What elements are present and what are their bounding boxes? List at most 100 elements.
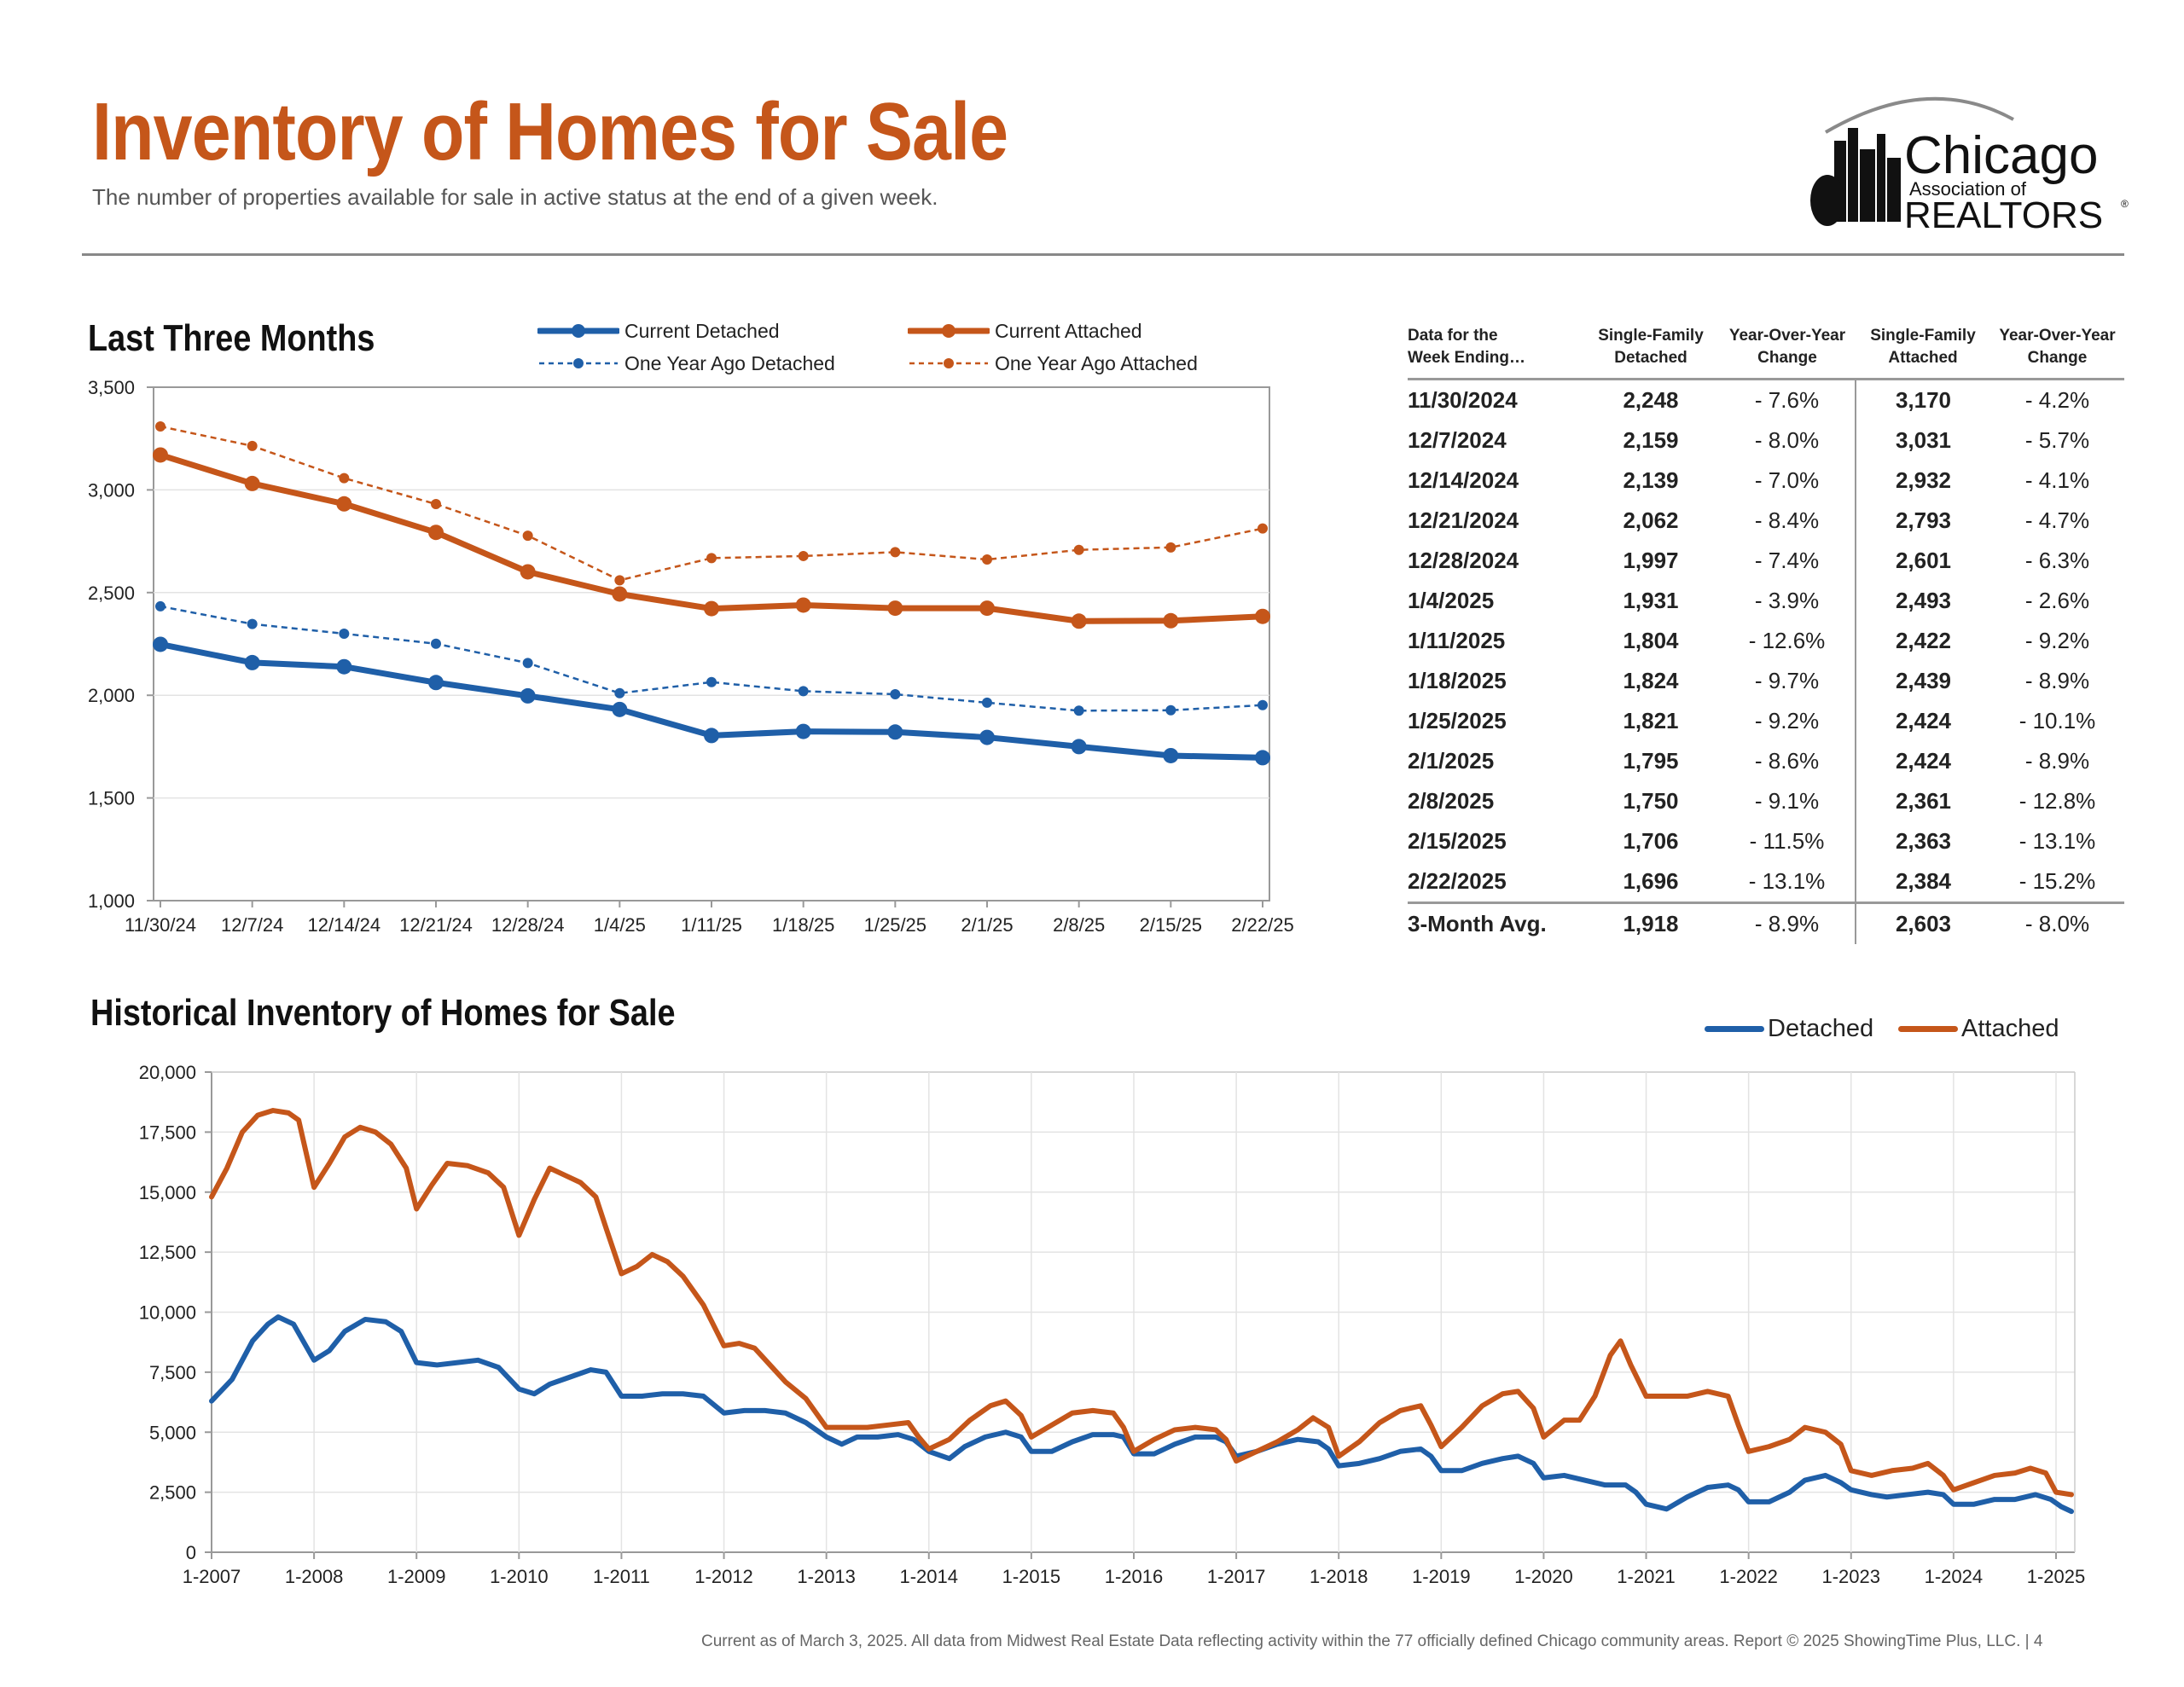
data-point [1073, 705, 1084, 716]
data-point [520, 687, 536, 704]
data-point [428, 525, 444, 541]
y-tick-label: 3,000 [88, 479, 135, 501]
cell-attached: 2,422 [1855, 621, 1990, 661]
data-point [1071, 739, 1087, 755]
data-point [1165, 542, 1176, 553]
cell-attached: 2,363 [1855, 821, 1990, 861]
cell-attached: 2,384 [1855, 861, 1990, 903]
cell-detached-yoy: - 8.6% [1754, 748, 1820, 774]
data-point [887, 600, 903, 617]
cell-week: 1/25/2025 [1408, 708, 1507, 733]
cell-detached-yoy: - 9.7% [1754, 668, 1820, 693]
data-point [1258, 523, 1268, 534]
logo-mark: Chicago Association of REALTORS ® [1810, 96, 2129, 236]
cell-detached: 2,062 [1623, 507, 1679, 533]
cell-week: 11/30/2024 [1408, 387, 1518, 413]
cell-detached: 2,139 [1623, 467, 1679, 493]
cell-detached-yoy: - 12.6% [1748, 628, 1826, 653]
cell-week: 1/4/2025 [1408, 588, 1495, 613]
logo-registered-mark: ® [2121, 198, 2129, 210]
legend-label: Current Detached [624, 319, 780, 342]
cell-detached-yoy: - 3.9% [1754, 588, 1820, 613]
cell-attached-yoy: - 8.9% [2024, 748, 2090, 774]
x-tick-label: 1-2019 [1412, 1566, 1471, 1587]
data-point [795, 723, 811, 739]
data-point [336, 658, 352, 675]
x-tick-label: 11/30/24 [125, 914, 196, 936]
page-title: Inventory of Homes for Sale [92, 86, 1008, 177]
data-point [798, 550, 809, 561]
cell-week: 2/22/2025 [1408, 868, 1507, 894]
legend-one-year-ago-detached: One Year Ago Detached [537, 348, 835, 379]
cell-detached-yoy: - 8.9% [1754, 911, 1820, 936]
data-point [247, 618, 258, 629]
cell-detached: 1,750 [1623, 788, 1679, 814]
cell-attached: 3,170 [1855, 379, 1990, 420]
table-row: 2/22/2025 1,696 - 13.1% 2,384 - 15.2% [1408, 861, 2124, 903]
data-point [336, 496, 352, 512]
data-point [890, 688, 901, 699]
x-tick-label: 1-2015 [1002, 1566, 1061, 1587]
y-tick-label: 12,500 [139, 1242, 196, 1263]
cell-attached: 2,493 [1855, 581, 1990, 621]
x-tick-label: 1-2013 [797, 1566, 856, 1587]
cell-detached: 1,706 [1623, 828, 1679, 854]
legend-swatch-orange [1898, 1026, 1958, 1032]
cell-week: 1/11/2025 [1408, 628, 1506, 653]
cell-attached-yoy: - 8.9% [2024, 668, 2090, 693]
y-tick-label: 0 [186, 1542, 196, 1563]
legend-label: Attached [1961, 1015, 2059, 1042]
data-point [1163, 747, 1179, 763]
legend-attached: Attached [1898, 1015, 2059, 1043]
data-point [153, 447, 168, 463]
data-point [979, 729, 995, 745]
cell-attached-yoy: - 8.0% [2024, 911, 2090, 936]
x-tick-label: 12/14/24 [308, 914, 381, 936]
legend-current-attached: Current Attached [908, 316, 1142, 346]
table-row: 12/7/2024 2,159 - 8.0% 3,031 - 5.7% [1408, 420, 2124, 461]
historical-chart-legend: Detached Attached [1698, 1015, 2090, 1049]
data-point [431, 499, 441, 510]
header-detached-yoy: Year-Over-Year Change [1728, 327, 1846, 367]
legend-swatch-dashed-blue [539, 358, 618, 368]
cell-attached: 2,439 [1855, 661, 1990, 701]
cell-detached-yoy: - 9.1% [1754, 788, 1820, 814]
table-row: 1/4/2025 1,931 - 3.9% 2,493 - 2.6% [1408, 581, 2124, 621]
cell-attached-yoy: - 4.7% [2024, 507, 2090, 533]
cell-attached-yoy: - 5.7% [2024, 427, 2090, 453]
cell-attached-yoy: - 2.6% [2024, 588, 2090, 613]
cell-detached-yoy: - 8.0% [1754, 427, 1820, 453]
header-divider [82, 253, 2124, 256]
x-tick-label: 12/21/24 [399, 914, 473, 936]
table-row: 1/18/2025 1,824 - 9.7% 2,439 - 8.9% [1408, 661, 2124, 701]
table-average-row: 3-Month Avg. 1,918 - 8.9% 2,603 - 8.0% [1408, 902, 2124, 944]
data-point [155, 420, 166, 432]
series-line-detached [209, 1314, 2074, 1515]
x-tick-label: 1-2009 [387, 1566, 446, 1587]
cell-attached-yoy: - 15.2% [2018, 868, 2096, 894]
legend-current-detached: Current Detached [537, 316, 780, 346]
data-point [704, 600, 719, 617]
cell-detached: 1,821 [1623, 708, 1679, 733]
y-tick-label: 15,000 [139, 1182, 196, 1203]
x-tick-label: 1-2021 [1617, 1566, 1676, 1587]
weekly-inventory-table: Data for the Week Ending… Single-Family … [1408, 320, 2124, 944]
x-tick-label: 2/8/25 [1053, 914, 1105, 936]
cell-detached-yoy: - 7.6% [1754, 387, 1820, 413]
table-row: 2/15/2025 1,706 - 11.5% 2,363 - 13.1% [1408, 821, 2124, 861]
data-point [612, 701, 628, 717]
cell-week: 2/8/2025 [1408, 788, 1495, 814]
y-tick-label: 20,000 [139, 1062, 196, 1083]
data-point [522, 530, 533, 542]
cell-week: 12/14/2024 [1408, 467, 1519, 493]
data-point [795, 597, 811, 613]
cell-attached: 2,601 [1855, 541, 1990, 581]
cell-detached-yoy: - 13.1% [1748, 868, 1826, 894]
x-tick-label: 1/25/25 [864, 914, 926, 936]
logo-text-chicago: Chicago [1904, 126, 2098, 185]
cell-attached: 3,031 [1855, 420, 1990, 461]
cell-detached-yoy: - 7.0% [1754, 467, 1820, 493]
table-header-row: Data for the Week Ending… Single-Family … [1408, 320, 2124, 380]
logo-text-realtors: REALTORS [1904, 194, 2103, 236]
